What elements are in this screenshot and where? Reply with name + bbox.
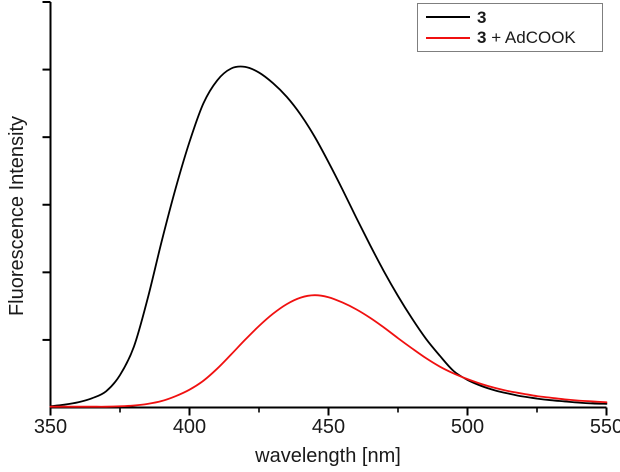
legend-line-red <box>426 36 470 39</box>
x-tick-label-400: 400 <box>173 416 206 438</box>
y-axis-label: Fluorescence Intensity <box>6 116 28 316</box>
x-axis-label: wavelength [nm] <box>254 445 401 467</box>
legend: 3 3 + AdCOOK <box>417 3 603 52</box>
x-tick-label-550: 550 <box>590 416 620 438</box>
legend-item-3-adcook: 3 + AdCOOK <box>426 28 602 49</box>
legend-label: 3 + AdCOOK <box>477 28 576 48</box>
legend-line-black <box>426 16 470 19</box>
curve-3 <box>49 65 608 408</box>
curve-3-adcook <box>49 294 608 408</box>
legend-label: 3 <box>477 7 487 27</box>
legend-item-3: 3 <box>426 7 602 28</box>
x-tick-label-500: 500 <box>451 416 484 438</box>
x-tick-label-350: 350 <box>34 416 67 438</box>
x-tick-label-450: 450 <box>312 416 345 438</box>
